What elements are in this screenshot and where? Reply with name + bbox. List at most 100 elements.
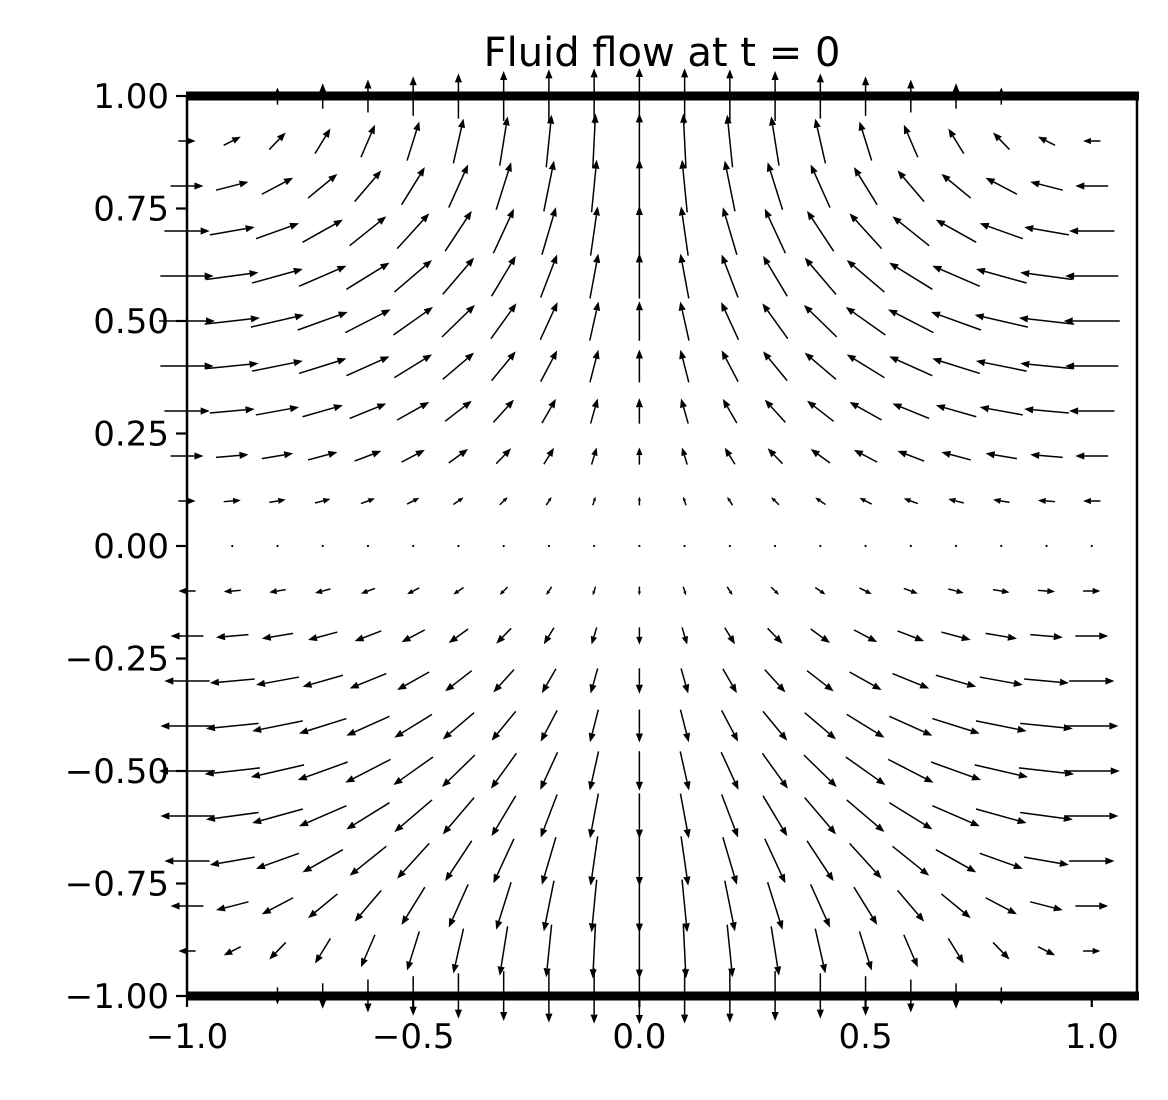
arrow bbox=[1069, 857, 1115, 865]
arrow bbox=[543, 627, 555, 645]
arrow bbox=[589, 398, 599, 424]
arrow bbox=[412, 544, 415, 548]
chart-title: Fluid flow at t = 0 bbox=[484, 30, 841, 76]
arrow bbox=[215, 901, 249, 912]
arrow bbox=[497, 926, 509, 976]
arrow bbox=[766, 882, 784, 930]
arrow bbox=[1063, 317, 1120, 325]
arrow bbox=[1030, 633, 1063, 641]
arrow bbox=[345, 758, 391, 783]
arrow bbox=[349, 403, 387, 420]
arrow bbox=[680, 113, 688, 169]
arrow bbox=[1037, 587, 1056, 595]
arrow bbox=[307, 173, 338, 199]
arrow bbox=[762, 710, 788, 741]
arrow bbox=[897, 450, 925, 462]
arrow bbox=[810, 449, 831, 464]
arrow bbox=[160, 272, 214, 280]
arrow bbox=[682, 586, 687, 596]
arrow bbox=[453, 586, 464, 595]
arrow bbox=[209, 856, 255, 867]
arrow bbox=[853, 886, 878, 925]
arrow bbox=[979, 405, 1023, 416]
arrow bbox=[360, 587, 376, 594]
arrow bbox=[250, 764, 305, 779]
arrow bbox=[948, 588, 964, 594]
arrow bbox=[448, 628, 469, 643]
arrow bbox=[1069, 677, 1115, 685]
arrow bbox=[935, 849, 977, 873]
arrow bbox=[761, 752, 788, 789]
arrow bbox=[493, 669, 515, 693]
arrow bbox=[804, 257, 837, 295]
arrow bbox=[252, 720, 303, 733]
arrow bbox=[681, 447, 688, 465]
arrow bbox=[815, 497, 826, 506]
arrow bbox=[809, 884, 831, 928]
arrow bbox=[635, 751, 643, 791]
arrow bbox=[930, 761, 981, 781]
arrow bbox=[452, 497, 464, 506]
arrow bbox=[354, 450, 382, 462]
arrow bbox=[589, 206, 600, 256]
arrow bbox=[819, 544, 822, 548]
arrow bbox=[164, 227, 210, 235]
arrow bbox=[764, 208, 787, 254]
arrow bbox=[678, 206, 689, 256]
arrow bbox=[1083, 497, 1101, 505]
arrow bbox=[1020, 360, 1073, 370]
arrow bbox=[346, 802, 390, 830]
arrow bbox=[985, 177, 1018, 195]
arrow bbox=[444, 210, 472, 252]
arrow bbox=[1075, 182, 1109, 190]
arrow bbox=[1065, 722, 1119, 730]
arrow bbox=[441, 304, 475, 338]
arrow bbox=[892, 845, 930, 876]
arrow bbox=[349, 672, 387, 689]
arrow bbox=[993, 132, 1011, 151]
arrow bbox=[681, 923, 690, 979]
arrow bbox=[1075, 452, 1109, 460]
arrow bbox=[170, 902, 204, 910]
arrow bbox=[1075, 632, 1109, 640]
arrow bbox=[846, 713, 885, 738]
arrow bbox=[223, 587, 241, 595]
arrow bbox=[678, 301, 690, 341]
arrow bbox=[442, 797, 475, 835]
arrow bbox=[1065, 812, 1119, 820]
arrow bbox=[1065, 272, 1119, 280]
y-tick-label: 0.00 bbox=[93, 527, 169, 567]
y-tick-label: 0.75 bbox=[93, 190, 169, 230]
arrow bbox=[593, 544, 596, 548]
arrow bbox=[810, 164, 831, 208]
arrow bbox=[250, 313, 305, 328]
arrow bbox=[394, 799, 433, 833]
arrow bbox=[1024, 225, 1070, 236]
arrow bbox=[892, 403, 930, 420]
arrow bbox=[231, 544, 234, 548]
arrow bbox=[209, 406, 255, 414]
arrow bbox=[502, 544, 505, 548]
arrow bbox=[992, 941, 1010, 960]
arrow bbox=[540, 794, 558, 838]
arrow bbox=[762, 795, 788, 837]
arrow bbox=[542, 880, 555, 932]
arrow bbox=[636, 627, 643, 645]
arrow bbox=[321, 544, 324, 548]
arrow bbox=[298, 357, 347, 375]
arrow bbox=[680, 668, 690, 694]
arrow bbox=[679, 159, 688, 213]
arrow bbox=[859, 497, 873, 505]
arrow bbox=[1024, 856, 1069, 867]
arrow bbox=[635, 709, 643, 743]
arrow bbox=[810, 628, 831, 643]
arrow bbox=[269, 497, 286, 504]
arrow bbox=[297, 761, 348, 781]
arrow bbox=[807, 210, 835, 252]
arrow bbox=[445, 670, 473, 692]
arrow bbox=[590, 159, 600, 213]
arrow bbox=[974, 764, 1028, 779]
arrow bbox=[932, 357, 981, 375]
arrow bbox=[846, 354, 885, 379]
arrow bbox=[590, 447, 598, 465]
